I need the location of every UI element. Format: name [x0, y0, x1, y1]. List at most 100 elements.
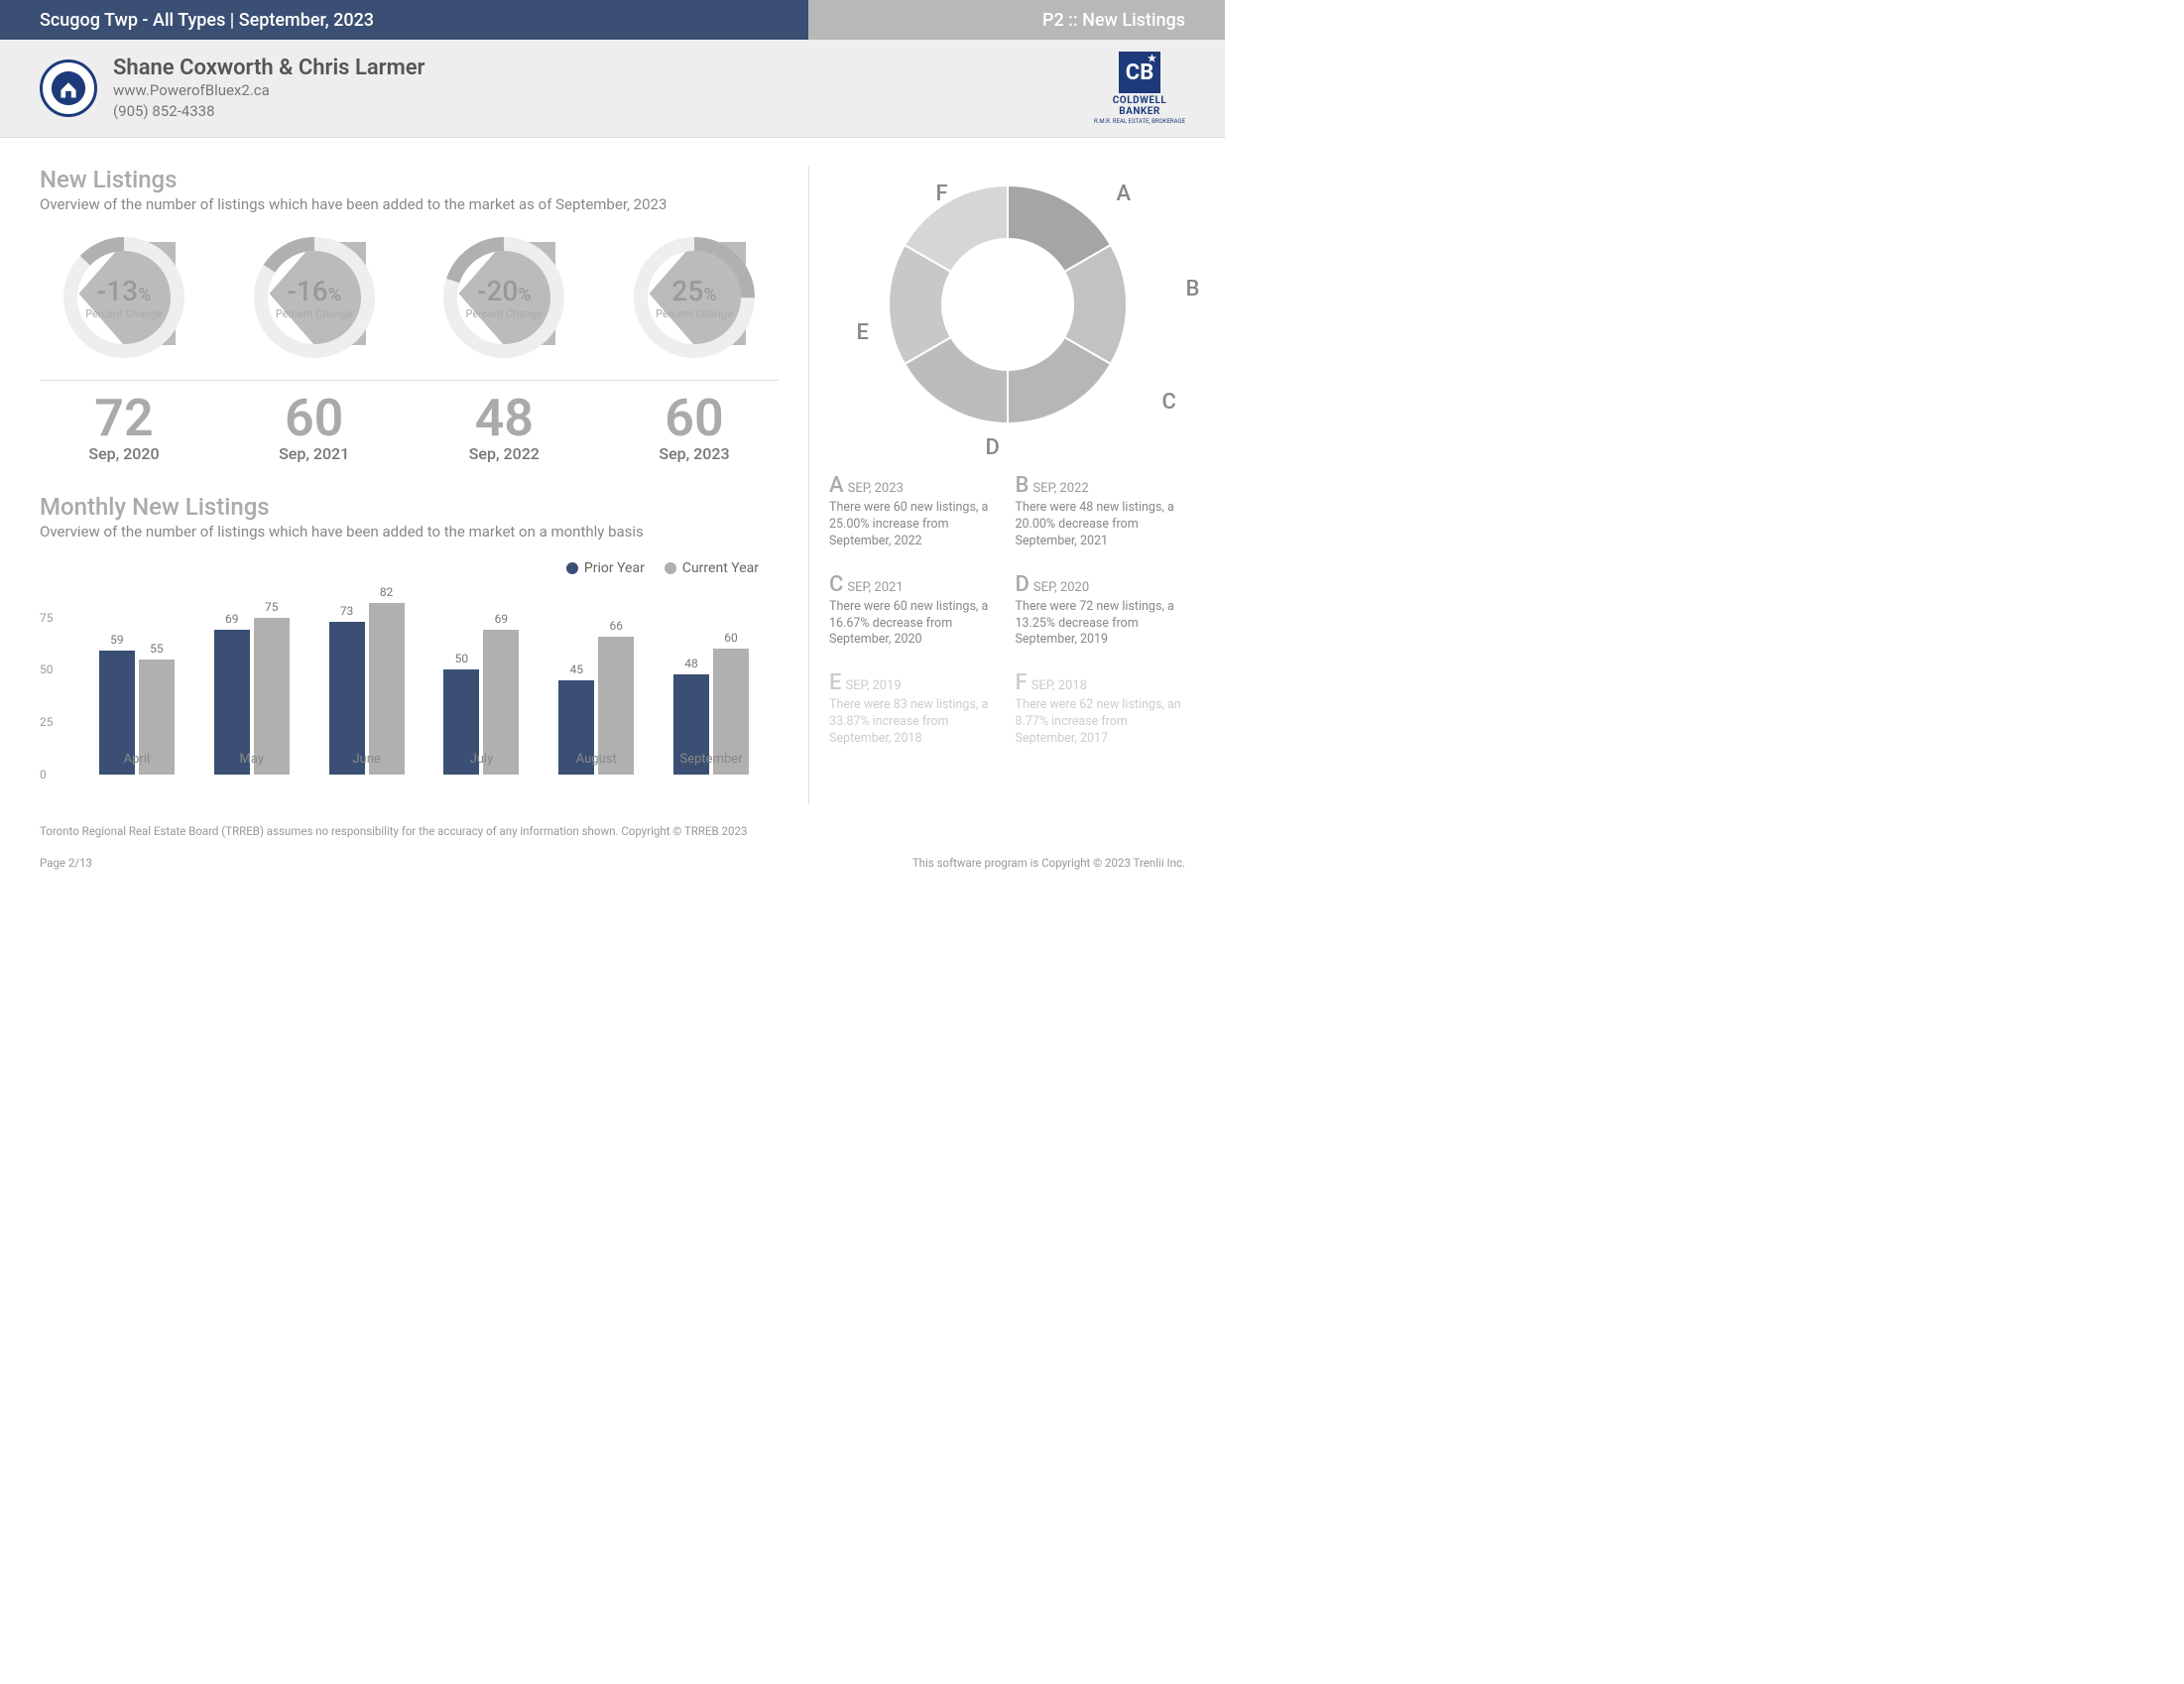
- donut-letter: D: [986, 435, 1000, 460]
- footer-copyright: This software program is Copyright © 202…: [912, 856, 1185, 870]
- gauge-label: Percent Change: [85, 307, 163, 320]
- agent-info: Shane Coxworth & Chris Larmer www.Powero…: [113, 56, 425, 122]
- donut-letter: A: [1117, 181, 1132, 206]
- gauge-value: 25%: [671, 275, 716, 307]
- agent-name: Shane Coxworth & Chris Larmer: [113, 56, 425, 80]
- gauge: -20% Percent Change: [429, 233, 578, 362]
- gauge: -13% Percent Change: [50, 233, 198, 362]
- footer-page: Page 2/13: [40, 856, 92, 870]
- bar-value: 82: [380, 585, 394, 599]
- section1-title: New Listings: [40, 166, 779, 193]
- bar-value: 73: [340, 604, 354, 618]
- bar-value: 66: [609, 619, 623, 633]
- desc-text: There were 83 new listings, a 33.87% inc…: [829, 697, 1000, 748]
- donut-desc-item: FSEP, 2018 There were 62 new listings, a…: [1016, 670, 1186, 748]
- donut-desc-item: DSEP, 2020 There were 72 new listings, a…: [1016, 572, 1186, 650]
- gauge-value: -13%: [97, 275, 152, 307]
- legend-prior: Prior Year: [584, 560, 645, 576]
- y-tick: 0: [40, 768, 47, 782]
- year-num: 48: [429, 393, 578, 444]
- year-value: 60 Sep, 2021: [240, 393, 389, 463]
- desc-text: There were 60 new listings, a 25.00% inc…: [829, 500, 1000, 550]
- desc-period: SEP, 2020: [1033, 580, 1089, 595]
- section2-sub: Overview of the number of listings which…: [40, 523, 779, 541]
- bar-value: 59: [110, 633, 124, 647]
- x-label: May: [239, 752, 263, 767]
- y-tick: 75: [40, 611, 54, 625]
- desc-letter: A: [829, 473, 844, 498]
- desc-period: SEP, 2018: [1031, 678, 1087, 693]
- desc-text: There were 62 new listings, an 8.77% inc…: [1016, 697, 1186, 748]
- desc-letter: F: [1016, 670, 1028, 695]
- section1-sub: Overview of the number of listings which…: [40, 195, 779, 213]
- x-label: September: [680, 752, 743, 767]
- x-label: June: [352, 752, 380, 767]
- x-label: August: [576, 752, 617, 767]
- year-num: 60: [620, 393, 769, 444]
- brand-sub: R.M.R. REAL ESTATE, BROKERAGE: [1094, 119, 1185, 125]
- donut-letter: E: [857, 320, 869, 345]
- brand-logo: CB★ COLDWELLBANKER R.M.R. REAL ESTATE, B…: [1094, 52, 1185, 125]
- gauge: 25% Percent Change: [620, 233, 769, 362]
- topbar-page: P2 :: New Listings: [808, 0, 1225, 40]
- right-column: ABCDEF ASEP, 2023 There were 60 new list…: [808, 166, 1185, 804]
- bar-chart: 59 55 April 69 75 May 73 82 June 50 69 J…: [40, 586, 779, 804]
- year-num: 60: [240, 393, 389, 444]
- brand-square-icon: CB★: [1119, 52, 1160, 93]
- bar-value: 75: [265, 600, 279, 614]
- year-value: 48 Sep, 2022: [429, 393, 578, 463]
- gauge-value: -20%: [477, 275, 532, 307]
- gauges-row: -13% Percent Change -16% Percent Change: [40, 233, 779, 381]
- bar-value: 50: [455, 652, 469, 665]
- bar-group: 69 75 May: [194, 586, 309, 775]
- brand-line2: BANKER: [1119, 106, 1160, 117]
- donut-descriptions: A SEP, 2023 There were 60 new listings, a…: [829, 473, 1185, 748]
- bar-value: 55: [150, 642, 164, 656]
- bar-group: 50 69 July: [424, 586, 539, 775]
- year-label: Sep, 2021: [240, 444, 389, 463]
- donut-desc-item: BSEP, 2022 There were 48 new listings, a…: [1016, 473, 1186, 550]
- desc-letter: C: [829, 572, 843, 597]
- bar-group: 45 66 August: [539, 586, 654, 775]
- swatch-current: [665, 562, 676, 574]
- bar-value: 69: [225, 612, 239, 626]
- y-tick: 50: [40, 662, 54, 676]
- gauge: -16% Percent Change: [240, 233, 389, 362]
- desc-letter: B: [1016, 473, 1030, 498]
- desc-period: SEP, 2019: [845, 678, 901, 693]
- agent-url: www.PowerofBluex2.ca: [113, 80, 425, 101]
- year-value: 72 Sep, 2020: [50, 393, 198, 463]
- agent-phone: (905) 852-4338: [113, 101, 425, 122]
- desc-period: SEP, 2022: [1032, 481, 1088, 496]
- donut-desc-item: ESEP, 2019 There were 83 new listings, a…: [829, 670, 1000, 748]
- y-tick: 25: [40, 715, 54, 729]
- year-label: Sep, 2023: [620, 444, 769, 463]
- yearvals-row: 72 Sep, 2020 60 Sep, 2021 48 Sep, 2022 6…: [40, 393, 779, 463]
- agent-logo-icon: [40, 60, 97, 117]
- gauge-value: -16%: [287, 275, 341, 307]
- chart-legend: Prior Year Current Year: [40, 560, 779, 576]
- section2-title: Monthly New Listings: [40, 493, 779, 521]
- bar-value: 48: [684, 657, 698, 670]
- bar-value: 69: [495, 612, 509, 626]
- desc-letter: D: [1016, 572, 1030, 597]
- donut-desc-item: CSEP, 2021 There were 60 new listings, a…: [829, 572, 1000, 650]
- header: Shane Coxworth & Chris Larmer www.Powero…: [0, 40, 1225, 138]
- gauge-label: Percent Change: [466, 307, 544, 320]
- x-label: April: [124, 752, 151, 767]
- donut-chart: ABCDEF: [869, 166, 1147, 443]
- brand-line1: COLDWELL: [1113, 95, 1167, 106]
- desc-period: SEP, 2023: [848, 481, 904, 496]
- year-label: Sep, 2022: [429, 444, 578, 463]
- year-label: Sep, 2020: [50, 444, 198, 463]
- desc-period: SEP, 2021: [847, 580, 903, 595]
- left-column: New Listings Overview of the number of l…: [40, 166, 779, 804]
- donut-letter: F: [936, 181, 948, 206]
- gauge-label: Percent Change: [656, 307, 733, 320]
- desc-text: There were 48 new listings, a 20.00% dec…: [1016, 500, 1186, 550]
- bar-value: 60: [724, 631, 738, 645]
- donut-letter: B: [1186, 277, 1200, 301]
- topbar-title: Scugog Twp - All Types | September, 2023: [0, 0, 808, 40]
- bar-current: 82: [369, 603, 405, 775]
- year-num: 72: [50, 393, 198, 444]
